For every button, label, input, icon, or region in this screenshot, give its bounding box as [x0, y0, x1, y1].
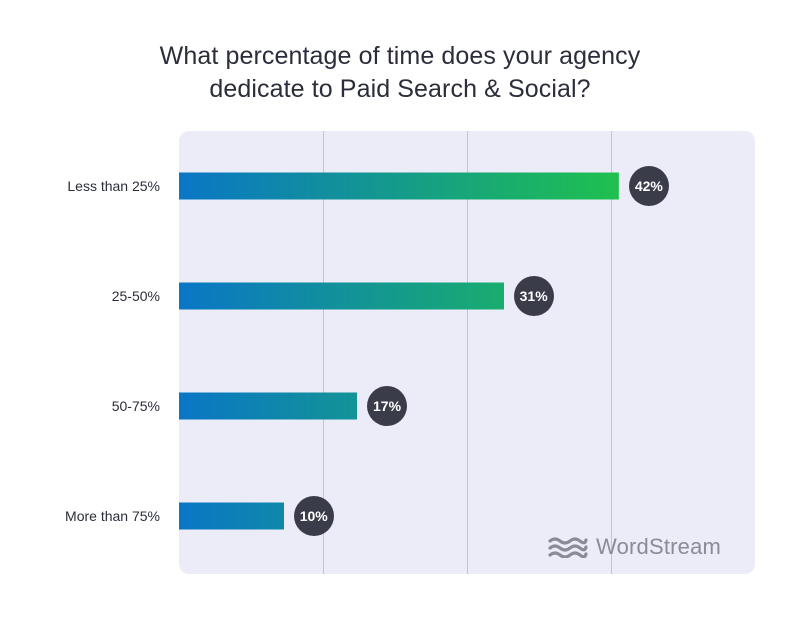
value-badge: 17% [367, 386, 408, 426]
plot-area [179, 131, 755, 574]
bar [179, 502, 284, 530]
bar [179, 282, 504, 310]
value-badge: 10% [293, 496, 334, 536]
value-badge: 42% [628, 166, 669, 206]
category-label: More than 75% [65, 508, 160, 524]
category-label: 50-75% [111, 398, 160, 414]
category-label: Less than 25% [67, 178, 160, 194]
bar [179, 172, 619, 200]
chart-title-line-2: dedicate to Paid Search & Social? [209, 75, 591, 103]
gridline [467, 131, 468, 574]
gridline [323, 131, 324, 574]
category-label: 25-50% [111, 288, 160, 304]
chart-title: What percentage of time does your agency… [0, 40, 800, 106]
bar [179, 392, 358, 420]
wave-icon [548, 537, 588, 558]
chart-title-line-1: What percentage of time does your agency [159, 42, 641, 70]
gridline [611, 131, 612, 574]
brand-logo: WordStream [548, 533, 721, 561]
brand-name: WordStream [596, 534, 722, 559]
value-badge: 31% [513, 276, 554, 316]
